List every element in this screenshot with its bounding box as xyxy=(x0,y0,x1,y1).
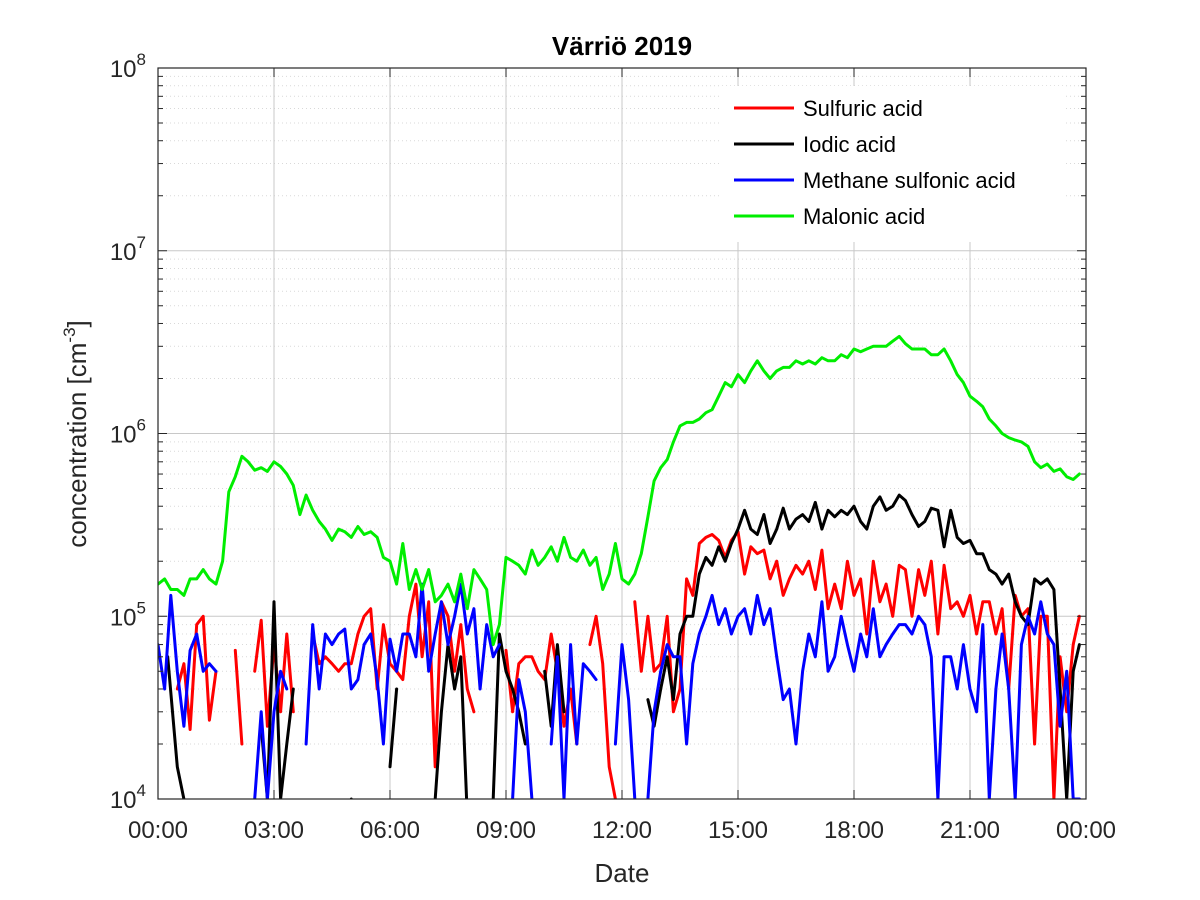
y-tick-label: 108 xyxy=(110,50,146,83)
y-tick-label: 105 xyxy=(110,598,146,631)
y-axis-label-text: concentration [cm xyxy=(62,343,92,548)
chart-title: Värriö 2019 xyxy=(552,31,692,61)
x-tick-label: 12:00 xyxy=(592,817,652,844)
legend: Sulfuric acid Iodic acid Methane sulfonic … xyxy=(722,86,1066,242)
legend-label: Iodic acid xyxy=(803,132,896,157)
legend-entry: Methane sulfonic acid xyxy=(734,168,1016,193)
y-axis-label: concentration [cm-3] xyxy=(60,320,92,548)
legend-label: Sulfuric acid xyxy=(803,96,923,121)
y-tick-labels: 104 105 106 107 108 xyxy=(110,50,146,814)
y-axis-label-end: ] xyxy=(62,320,92,327)
x-tick-label: 03:00 xyxy=(244,817,304,844)
y-tick-label: 106 xyxy=(110,416,146,449)
y-tick-label: 107 xyxy=(110,233,146,266)
x-tick-label: 00:00 xyxy=(1056,817,1116,844)
legend-entries: Sulfuric acid Iodic acid Methane sulfonic … xyxy=(734,96,1016,229)
legend-entry: Sulfuric acid xyxy=(734,96,923,121)
x-tick-label: 21:00 xyxy=(940,817,1000,844)
series-line-methane-sulfonic-acid xyxy=(158,582,1081,799)
x-tick-label: 06:00 xyxy=(360,817,420,844)
legend-entry: Malonic acid xyxy=(734,204,925,229)
legend-label: Methane sulfonic acid xyxy=(803,168,1016,193)
x-tick-labels: 00:00 03:00 06:00 09:00 12:00 15:00 18:00 21:00… xyxy=(128,817,1116,844)
y-axis-label-superscript: -3 xyxy=(60,327,79,342)
x-tick-label: 15:00 xyxy=(708,817,768,844)
x-tick-label: 00:00 xyxy=(128,817,188,844)
series-line-malonic-acid xyxy=(158,334,1081,647)
x-axis-label: Date xyxy=(595,858,650,888)
ticks-layer xyxy=(157,67,1087,800)
x-tick-label: 09:00 xyxy=(476,817,536,844)
legend-entry: Iodic acid xyxy=(734,132,896,157)
y-tick-label: 104 xyxy=(110,781,146,814)
legend-label: Malonic acid xyxy=(803,204,925,229)
series-layer xyxy=(158,334,1081,799)
x-tick-label: 18:00 xyxy=(824,817,884,844)
